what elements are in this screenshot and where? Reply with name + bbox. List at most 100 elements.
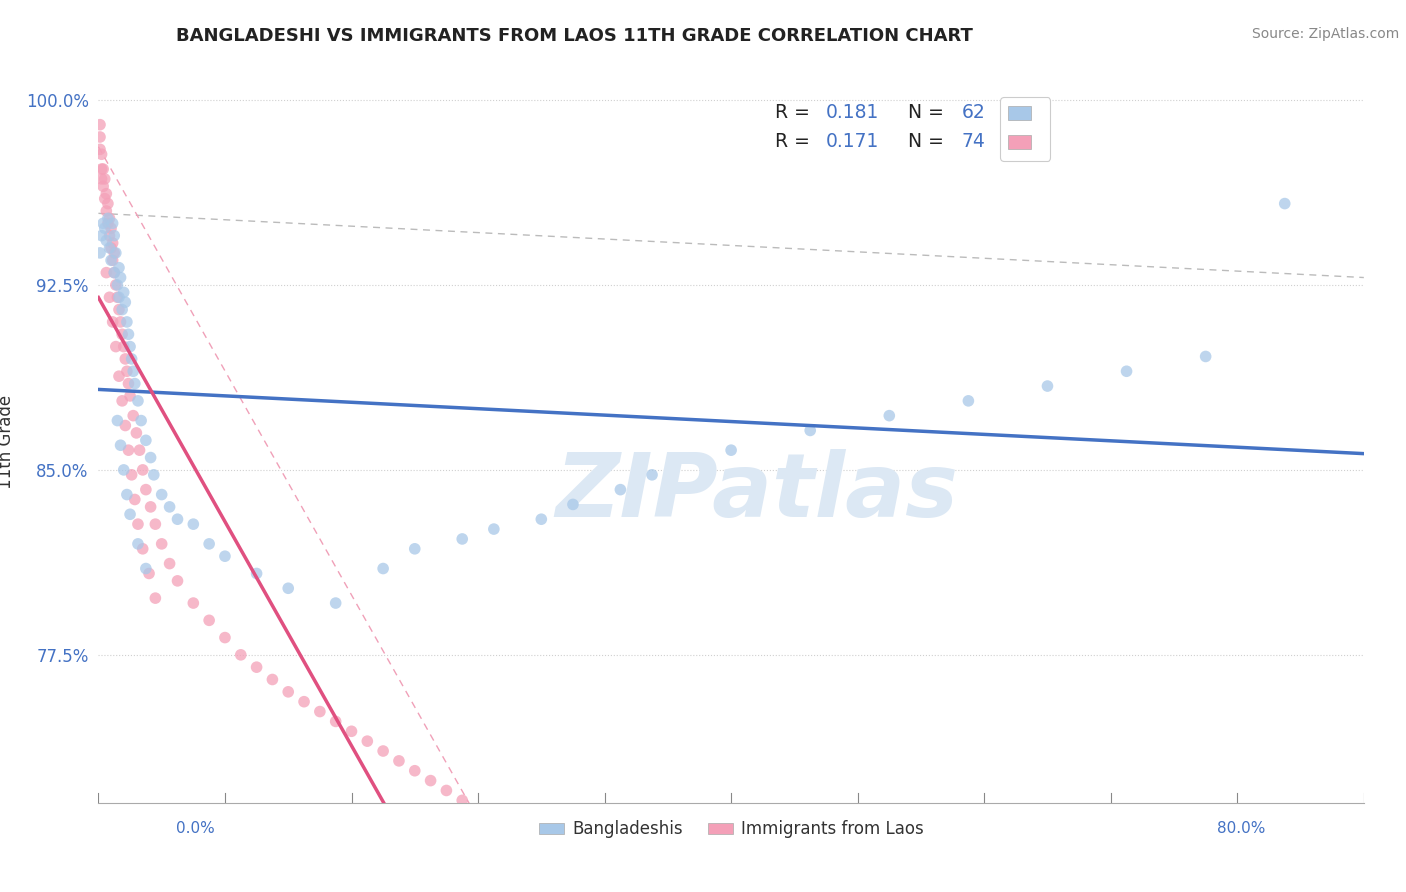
Point [277, 581, 299, 595]
Y-axis label: 11th Grade: 11th Grade [0, 394, 14, 489]
Point [108, 369, 131, 384]
Point [1274, 196, 1296, 211]
Text: ZIPatlas: ZIPatlas [555, 449, 957, 535]
Point [325, 596, 347, 610]
Point [112, 285, 135, 300]
Point [124, 376, 146, 391]
Text: BANGLADESHI VS IMMIGRANTS FROM LAOS 11TH GRADE CORRELATION CHART: BANGLADESHI VS IMMIGRANTS FROM LAOS 11TH… [176, 27, 973, 45]
Point [957, 393, 980, 408]
Point [98, 290, 121, 304]
Point [112, 340, 135, 354]
Text: 0.0%: 0.0% [176, 821, 215, 836]
Point [451, 532, 474, 546]
Point [108, 260, 131, 275]
Point [96, 186, 118, 201]
Point [1194, 350, 1216, 364]
Point [128, 443, 150, 458]
Point [262, 673, 284, 687]
Point [229, 648, 252, 662]
Point [98, 241, 121, 255]
Point [124, 492, 146, 507]
Text: Source: ZipAtlas.com: Source: ZipAtlas.com [1251, 27, 1399, 41]
Point [150, 487, 173, 501]
Point [97, 196, 120, 211]
Point [482, 522, 505, 536]
Text: 0.171: 0.171 [825, 132, 879, 152]
Text: 80.0%: 80.0% [1218, 821, 1265, 836]
Point [166, 574, 188, 588]
Point [91, 162, 114, 177]
Point [120, 508, 141, 522]
Point [122, 409, 145, 423]
Point [104, 277, 127, 292]
Point [121, 351, 143, 366]
Point [183, 596, 205, 610]
Point [93, 172, 117, 186]
Point [120, 389, 141, 403]
Point [100, 221, 122, 235]
Point [246, 566, 269, 581]
Point [609, 483, 631, 497]
Point [93, 221, 117, 235]
Point [107, 277, 129, 292]
Point [309, 705, 332, 719]
Point [436, 783, 458, 797]
Point [117, 327, 139, 342]
Point [214, 549, 236, 564]
Point [641, 467, 664, 482]
Text: N =: N = [890, 103, 950, 122]
Point [97, 216, 120, 230]
Point [799, 424, 821, 438]
Point [107, 414, 129, 428]
Point [127, 537, 149, 551]
Point [125, 425, 148, 440]
Point [96, 204, 118, 219]
Text: 62: 62 [962, 103, 986, 122]
Point [145, 591, 166, 606]
Point [91, 179, 114, 194]
Text: N =: N = [890, 132, 950, 152]
Point [110, 438, 132, 452]
Point [103, 266, 125, 280]
Point [103, 246, 125, 260]
Point [101, 253, 124, 268]
Point [127, 517, 149, 532]
Point [115, 315, 138, 329]
Point [101, 216, 124, 230]
Point [90, 172, 112, 186]
Point [198, 613, 221, 627]
Point [108, 302, 131, 317]
Point [150, 537, 173, 551]
Point [107, 290, 129, 304]
Point [277, 685, 299, 699]
Point [89, 246, 111, 260]
Point [90, 228, 112, 243]
Point [451, 793, 474, 807]
Point [101, 315, 124, 329]
Point [419, 773, 441, 788]
Point [404, 764, 426, 778]
Point [89, 118, 111, 132]
Point [129, 414, 152, 428]
Point [145, 517, 166, 532]
Point [104, 246, 127, 260]
Point [111, 327, 134, 342]
Point [325, 714, 347, 729]
Point [356, 734, 378, 748]
Point [100, 253, 122, 268]
Point [96, 266, 118, 280]
Point [340, 724, 363, 739]
Text: R =: R = [776, 132, 817, 152]
Point [103, 266, 125, 280]
Point [89, 130, 111, 145]
Point [530, 512, 553, 526]
Point [159, 557, 181, 571]
Point [100, 241, 122, 255]
Point [115, 487, 138, 501]
Point [91, 216, 114, 230]
Point [114, 351, 136, 366]
Point [115, 364, 138, 378]
Point [117, 443, 139, 458]
Point [404, 541, 426, 556]
Point [121, 467, 143, 482]
